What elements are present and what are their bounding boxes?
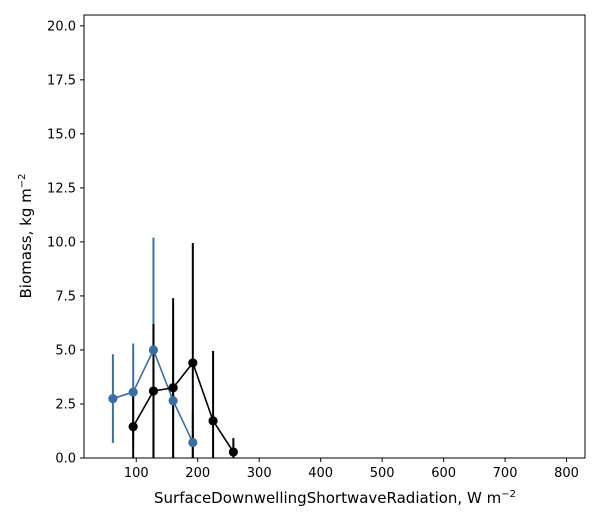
series-black-point [168, 383, 178, 393]
y-tick-label: 15.0 [47, 127, 76, 142]
series-black-point [188, 358, 198, 368]
series-black-line [132, 361, 235, 453]
series-blue-point [108, 393, 118, 404]
plot-frame [83, 14, 586, 459]
x-tick-label: 300 [247, 466, 272, 481]
series-black-point [228, 447, 238, 457]
y-tick-label: 10.0 [47, 235, 76, 250]
y-tick-label: 17.5 [47, 73, 76, 88]
plot-background [84, 15, 585, 458]
y-axis-label: Biomass, kg m−2 [17, 174, 35, 299]
y-tick-label: 12.5 [47, 181, 76, 196]
y-tick-label: 2.5 [55, 397, 76, 412]
x-axis-label: SurfaceDownwellingShortwaveRadiation, W … [154, 489, 516, 507]
x-tick-label: 800 [554, 466, 579, 481]
series-blue-point [188, 437, 198, 448]
y-tick-label: 7.5 [55, 289, 76, 304]
y-tick-label: 5.0 [55, 343, 76, 358]
series-blue-point [128, 387, 138, 397]
x-tick-label: 400 [308, 466, 333, 481]
x-tick-label: 600 [431, 466, 456, 481]
x-tick-label: 100 [124, 466, 149, 481]
y-tick-label: 20.0 [47, 19, 76, 34]
y-tick-label: 0.0 [55, 452, 76, 467]
series-black-point [128, 422, 138, 432]
series-black-point [148, 386, 159, 396]
x-tick-label: 200 [185, 466, 210, 481]
series-black-point [208, 416, 218, 426]
series-blue-point [148, 345, 159, 355]
series-blue-point [168, 396, 178, 406]
x-tick-label: 700 [493, 466, 518, 481]
x-tick-label: 500 [370, 466, 395, 481]
